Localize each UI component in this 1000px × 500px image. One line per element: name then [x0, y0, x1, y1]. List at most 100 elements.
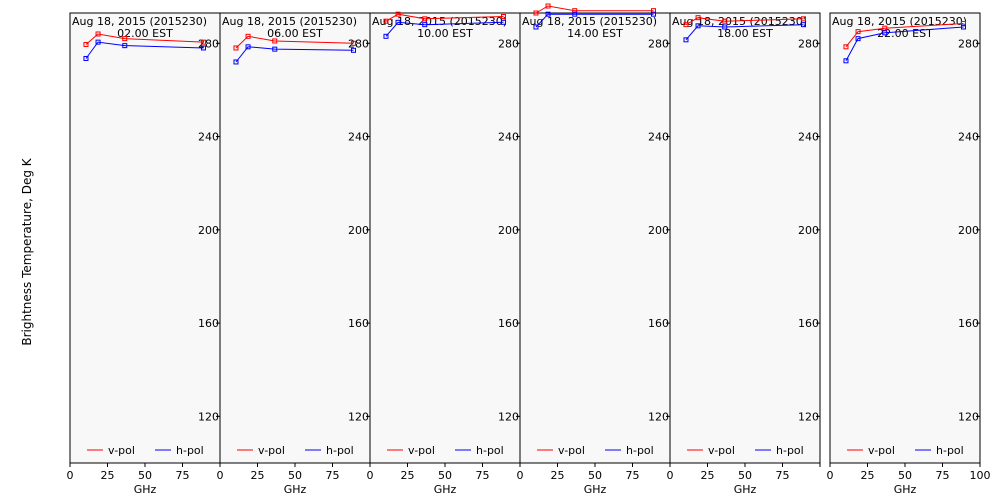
legend-label: h-pol: [776, 444, 804, 457]
y-tick-label: 200: [958, 224, 979, 237]
chart-panels: 120 160 200 240 280 0 25 50 75 GHz Aug 18, 2015 (2…: [67, 3, 991, 496]
x-tick-label: 0: [517, 469, 524, 482]
data-point-h-pol: [855, 36, 861, 42]
data-point-v-pol: [545, 3, 551, 9]
data-point-v-pol: [961, 20, 966, 26]
series-line-v-pol: [535, 5, 654, 14]
y-tick-label: 160: [198, 317, 219, 330]
legend-label: v-pol: [868, 444, 895, 457]
legend-label: v-pol: [108, 444, 135, 457]
panel-title: Aug 18, 2015 (2015230): [832, 15, 967, 28]
x-tick-label: 50: [138, 469, 152, 482]
plot-area: [369, 12, 521, 464]
plot-area: [669, 12, 821, 464]
y-tick-label: 160: [498, 317, 519, 330]
x-axis-label: GHz: [584, 483, 607, 496]
data-point-v-pol: [83, 41, 89, 47]
x-tick-label: 25: [401, 469, 415, 482]
data-point-h-pol: [843, 58, 849, 64]
y-tick-label: 280: [648, 37, 669, 50]
data-point-v-pol: [651, 8, 656, 14]
data-point-v-pol: [395, 11, 401, 17]
y-tick-label: 120: [348, 410, 369, 423]
data-point-h-pol: [95, 39, 101, 45]
y-tick-label: 200: [198, 224, 219, 237]
series-line-h-pol: [385, 21, 504, 37]
data-point-v-pol: [722, 18, 728, 24]
series-line-h-pol: [85, 41, 204, 59]
legend-label: h-pol: [626, 444, 654, 457]
data-point-h-pol: [83, 55, 89, 61]
y-tick-label: 120: [648, 410, 669, 423]
x-tick-label: 50: [588, 469, 602, 482]
data-point-h-pol: [683, 37, 689, 43]
x-tick-label: 75: [476, 469, 490, 482]
data-point-h-pol: [572, 11, 578, 17]
y-tick-label: 240: [958, 131, 979, 144]
y-tick-label: 200: [648, 224, 669, 237]
series-line-v-pol: [685, 17, 804, 26]
data-point-v-pol: [683, 22, 689, 28]
plot-area: [829, 12, 981, 464]
y-tick-label: 200: [348, 224, 369, 237]
legend-label: v-pol: [258, 444, 285, 457]
data-point-h-pol: [801, 22, 806, 28]
y-tick-label: 280: [348, 37, 369, 50]
data-point-v-pol: [695, 15, 701, 21]
plot-area: [69, 12, 221, 464]
panel-title: Aug 18, 2015 (2015230): [372, 15, 507, 28]
data-point-v-pol: [501, 13, 506, 19]
y-tick-label: 280: [498, 37, 519, 50]
x-axis-label: GHz: [284, 483, 307, 496]
panel-time: 02.00 EST: [117, 27, 173, 40]
data-point-v-pol: [233, 45, 239, 51]
x-tick-label: 75: [176, 469, 190, 482]
y-tick-label: 160: [958, 317, 979, 330]
y-tick-label: 200: [798, 224, 819, 237]
x-tick-label: 0: [67, 469, 74, 482]
data-point-h-pol: [651, 11, 656, 17]
y-tick-label: 200: [498, 224, 519, 237]
y-tick-label: 240: [648, 131, 669, 144]
data-point-v-pol: [572, 8, 578, 14]
series-line-h-pol: [845, 26, 964, 62]
legend-label: h-pol: [476, 444, 504, 457]
data-point-v-pol: [272, 38, 278, 44]
series-line-v-pol: [235, 35, 354, 49]
data-point-h-pol: [545, 11, 551, 17]
panel-title: Aug 18, 2015 (2015230): [222, 15, 357, 28]
data-point-h-pol: [695, 23, 701, 29]
plot-area: [219, 12, 371, 464]
data-point-h-pol: [351, 47, 356, 53]
legend-label: h-pol: [936, 444, 964, 457]
x-axis-label: GHz: [894, 483, 917, 496]
y-tick-label: 240: [198, 131, 219, 144]
data-point-v-pol: [422, 16, 428, 22]
y-tick-label: 120: [958, 410, 979, 423]
data-point-h-pol: [233, 59, 239, 65]
x-tick-label: 0: [827, 469, 834, 482]
data-point-h-pol: [201, 45, 206, 51]
data-point-h-pol: [272, 46, 278, 52]
panel-time: 18.00 EST: [717, 27, 773, 40]
y-tick-label: 120: [198, 410, 219, 423]
x-tick-label: 0: [667, 469, 674, 482]
x-tick-label: 50: [898, 469, 912, 482]
y-tick-label: 160: [798, 317, 819, 330]
panel-time: 10.00 EST: [417, 27, 473, 40]
legend-label: v-pol: [708, 444, 735, 457]
x-tick-label: 0: [217, 469, 224, 482]
x-axis-label: GHz: [134, 483, 157, 496]
panel-title: Aug 18, 2015 (2015230): [72, 15, 207, 28]
data-point-h-pol: [722, 24, 728, 30]
y-tick-label: 280: [958, 37, 979, 50]
y-tick-label: 120: [798, 410, 819, 423]
data-point-v-pol: [201, 39, 206, 45]
series-line-h-pol: [235, 46, 354, 63]
